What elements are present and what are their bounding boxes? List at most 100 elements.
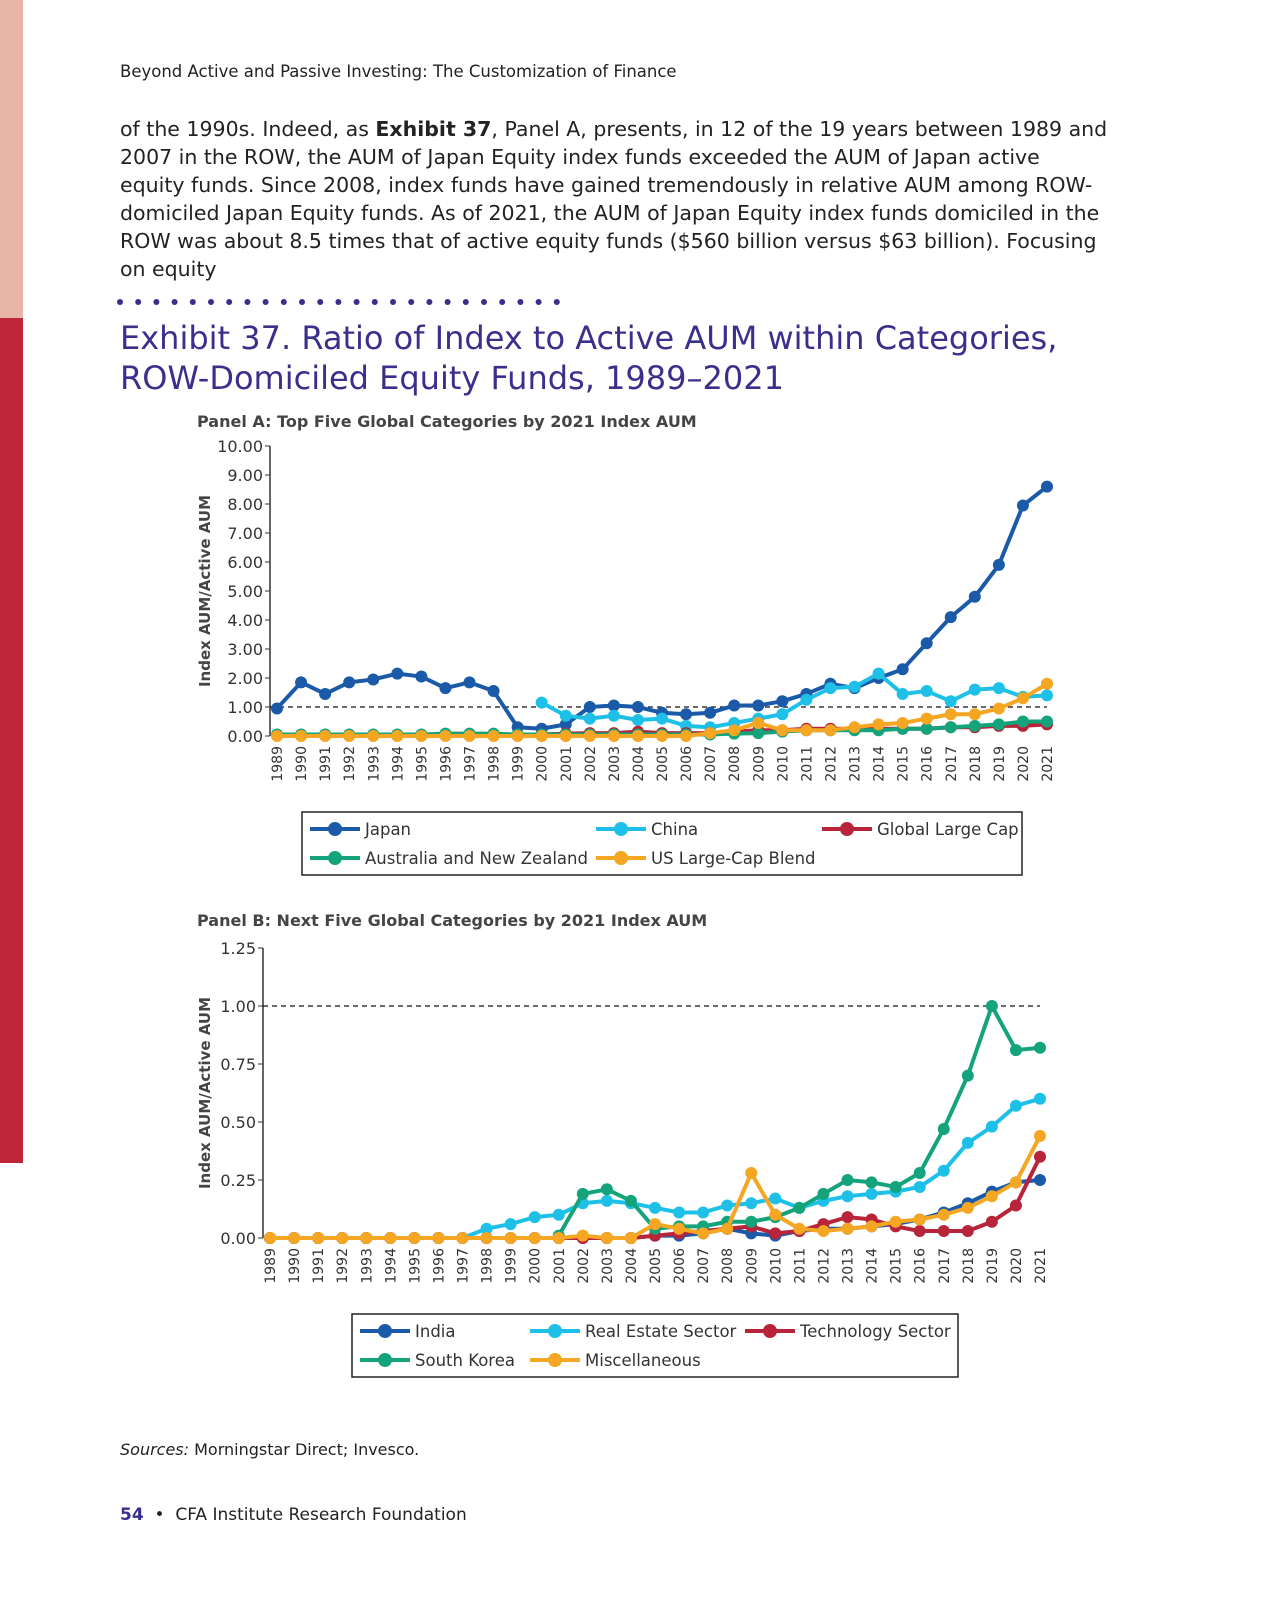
data-point <box>463 730 476 742</box>
data-point <box>415 730 428 742</box>
data-point <box>1034 1041 1046 1054</box>
dot <box>280 299 287 305</box>
x-tick-label: 2004 <box>624 1248 640 1284</box>
paragraph: of the 1990s. Indeed, as Exhibit 37, Pan… <box>120 115 1110 283</box>
data-point <box>896 663 909 676</box>
dot <box>135 299 142 305</box>
x-tick-label: 1997 <box>456 1248 472 1284</box>
data-point <box>920 637 933 650</box>
text: , Panel A, presents, in 12 of the 19 yea… <box>120 117 1108 281</box>
x-tick-label: 1990 <box>294 746 310 782</box>
x-tick-label: 1994 <box>390 746 406 782</box>
data-point <box>583 701 596 713</box>
y-tick-label: 1.00 <box>220 997 256 1016</box>
legend-label: Miscellaneous <box>585 1351 701 1370</box>
data-point <box>1034 1150 1046 1163</box>
dot <box>299 299 305 305</box>
x-tick-label: 2014 <box>872 746 888 782</box>
x-tick-label: 2005 <box>648 1248 664 1284</box>
data-point <box>264 1232 276 1244</box>
data-point <box>600 1194 613 1207</box>
data-point <box>600 1183 613 1196</box>
y-tick-label: 3.00 <box>227 640 263 659</box>
dot <box>390 299 396 305</box>
x-tick-label: 2018 <box>961 1248 977 1284</box>
legend-marker <box>378 1324 392 1338</box>
dot <box>171 299 178 305</box>
data-point <box>944 708 957 721</box>
data-point <box>769 1227 782 1240</box>
data-point <box>391 667 404 680</box>
x-tick-label: 1996 <box>431 1248 447 1284</box>
legend-label: Real Estate Sector <box>585 1322 737 1341</box>
panel-title: Panel B: Next Five Global Categories by … <box>197 911 707 930</box>
data-point <box>913 1225 926 1238</box>
dot <box>335 299 342 305</box>
data-point <box>583 730 596 742</box>
data-point <box>728 724 741 737</box>
data-point <box>800 693 813 706</box>
data-point <box>745 1167 758 1180</box>
y-tick-label: 6.00 <box>227 553 263 572</box>
data-point <box>745 1197 758 1210</box>
data-point <box>896 716 909 729</box>
data-point <box>480 1222 493 1235</box>
data-point <box>535 730 548 742</box>
data-point <box>607 699 620 712</box>
data-point <box>360 1232 373 1244</box>
x-tick-label: 2012 <box>816 1248 832 1284</box>
data-point <box>463 676 476 689</box>
data-point <box>944 721 957 734</box>
x-tick-label: 2021 <box>1040 746 1056 782</box>
legend-marker <box>763 1324 777 1338</box>
text: of the 1990s. Indeed, as <box>120 117 376 141</box>
data-point <box>841 1211 854 1224</box>
dot <box>189 299 196 305</box>
data-point <box>1016 499 1029 512</box>
data-point <box>920 685 933 698</box>
x-tick-label: 2001 <box>552 1248 568 1284</box>
data-point <box>1041 480 1053 493</box>
data-point <box>319 730 332 742</box>
data-point <box>1041 689 1053 702</box>
legend-label: Australia and New Zealand <box>365 849 588 868</box>
data-point <box>656 712 668 725</box>
legend-label: South Korea <box>415 1351 515 1370</box>
data-point <box>968 708 981 721</box>
data-point <box>937 1208 950 1221</box>
x-tick-label: 1991 <box>318 746 334 782</box>
data-point <box>384 1232 397 1244</box>
x-tick-label: 2001 <box>559 746 575 782</box>
data-point <box>721 1199 734 1212</box>
x-tick-label: 1990 <box>287 1248 303 1284</box>
dot <box>426 299 433 305</box>
data-point <box>992 682 1005 695</box>
data-point <box>697 1206 710 1219</box>
data-point <box>704 727 717 740</box>
data-point <box>865 1176 878 1189</box>
data-point <box>992 718 1005 731</box>
x-tick-label: 1995 <box>414 746 430 782</box>
data-point <box>680 708 693 721</box>
data-point <box>649 1201 661 1214</box>
x-tick-label: 2003 <box>607 746 623 782</box>
x-tick-label: 2000 <box>535 746 551 782</box>
data-point <box>697 1227 710 1240</box>
legend-marker <box>614 851 628 865</box>
y-tick-label: 0.75 <box>220 1055 256 1074</box>
y-tick-label: 7.00 <box>227 524 263 543</box>
x-tick-label: 2013 <box>841 1248 857 1284</box>
x-tick-label: 2016 <box>920 746 936 782</box>
x-tick-label: 2006 <box>672 1248 688 1284</box>
data-point <box>824 682 837 695</box>
x-tick-label: 2020 <box>1016 746 1032 782</box>
data-point <box>937 1225 950 1238</box>
dot <box>317 299 324 305</box>
data-point <box>721 1222 734 1235</box>
sources-text: Morningstar Direct; Invesco. <box>189 1440 420 1459</box>
data-point <box>985 1215 998 1228</box>
data-point <box>1009 1199 1022 1212</box>
legend-marker <box>840 822 854 836</box>
data-point <box>745 1215 758 1228</box>
